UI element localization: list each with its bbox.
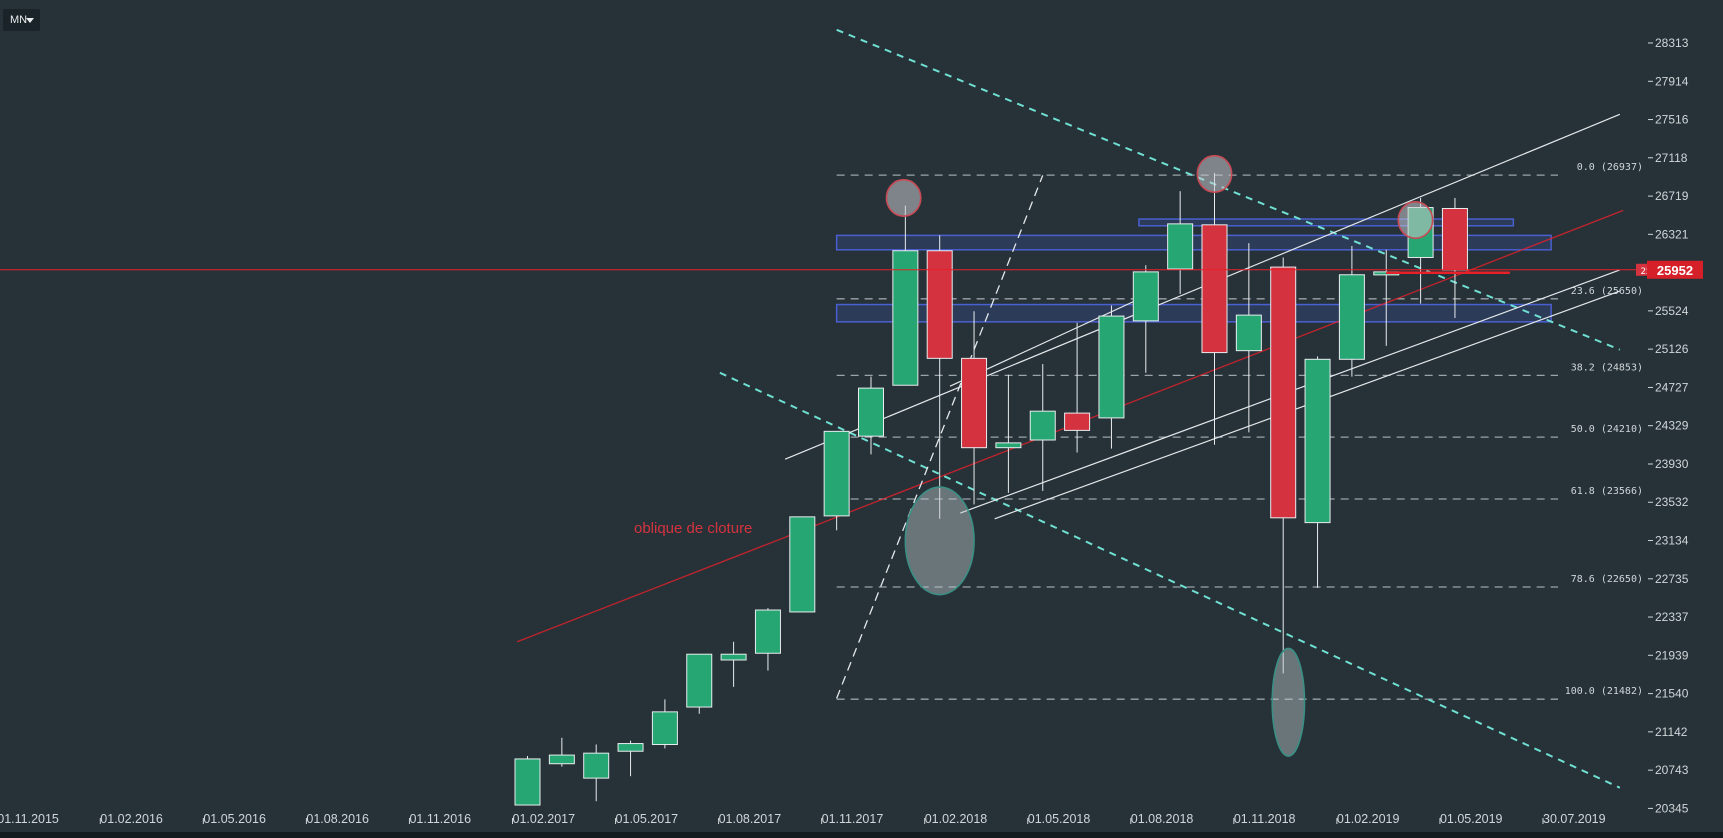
marker-circle: [1397, 200, 1434, 240]
candle-bear: [961, 357, 988, 449]
y-tick-label: 27516: [1655, 113, 1689, 127]
timeframe-dropdown[interactable]: MN: [3, 9, 40, 31]
candle-bear: [926, 250, 953, 359]
candle-bull: [1029, 410, 1056, 441]
candle-bull: [617, 743, 644, 752]
candle-bear: [1201, 224, 1228, 354]
candle-bull: [1338, 274, 1365, 360]
x-tick-label: 01.05.2018: [1028, 812, 1091, 826]
x-tick-label: 01.02.2017: [513, 812, 576, 826]
current-price-label: 25952: [1657, 263, 1693, 278]
y-tick-label: 24329: [1655, 419, 1689, 433]
candle-bull: [651, 711, 678, 746]
candle-bear: [1064, 412, 1091, 431]
trendline-dashed-white: [836, 175, 1044, 699]
candle-bear: [1270, 266, 1297, 519]
chevron-down-icon: [26, 18, 34, 23]
fib-level-label: 38.2 (24853): [1571, 362, 1643, 373]
candle-bull: [892, 250, 919, 386]
x-tick-label: 01.11.2018: [1234, 812, 1296, 826]
candle-bull: [720, 653, 747, 661]
candle-bull: [686, 653, 713, 708]
fib-level-label: 61.8 (23566): [1571, 486, 1643, 497]
y-tick-label: 22735: [1655, 572, 1689, 586]
y-tick-label: 25126: [1655, 342, 1689, 356]
candle-bull: [1304, 358, 1331, 524]
y-tick-label: 23532: [1655, 495, 1689, 509]
candle-layer: [514, 207, 1468, 806]
x-tick-label: 01.02.2019: [1337, 812, 1400, 826]
y-tick-label: 24727: [1655, 380, 1689, 394]
candle-bull: [1167, 223, 1194, 270]
x-tick-label: 01.02.2018: [925, 812, 988, 826]
y-tick-label: 25524: [1655, 304, 1689, 318]
timeframe-label: MN: [10, 14, 28, 26]
x-tick-label: 01.08.2017: [719, 812, 782, 826]
x-tick-label: 01.11.2016: [409, 812, 471, 826]
y-tick-label: 21540: [1655, 687, 1689, 701]
x-tick-label: 01.05.2019: [1440, 812, 1503, 826]
marker-circle: [885, 178, 922, 217]
y-tick-label: 23930: [1655, 457, 1689, 471]
candle-bull: [823, 430, 850, 517]
marker-ellipse: [1271, 647, 1306, 757]
x-tick-label: 01.08.2018: [1131, 812, 1194, 826]
x-tick-label: 01.11.2017: [822, 812, 884, 826]
y-tick-label: 27914: [1655, 74, 1689, 88]
x-tick-label: 01.08.2016: [306, 812, 369, 826]
trendline-dashed-cyan: [836, 28, 1621, 351]
candle-bear: [1441, 207, 1468, 271]
annotation-label: oblique de cloture: [634, 520, 752, 537]
candle-bull: [858, 387, 884, 437]
fib-level-label: 0.0 (26937): [1577, 162, 1643, 173]
fib-level-label: 23.6 (25650): [1571, 286, 1643, 297]
candle-bull: [548, 754, 575, 765]
y-tick-label: 26321: [1655, 227, 1689, 241]
candle-bull: [1098, 315, 1125, 419]
x-tick-label: 30.07.2019: [1543, 812, 1606, 826]
price-zone: [1138, 218, 1515, 227]
candle-bull: [789, 516, 816, 613]
bottom-strip: [0, 832, 1723, 838]
fib-level-label: 50.0 (24210): [1571, 424, 1643, 435]
y-tick-label: 23134: [1655, 533, 1689, 547]
candle-bull: [1235, 314, 1262, 352]
y-tick-label: 22337: [1655, 610, 1689, 624]
current-price-tag: [1647, 260, 1703, 279]
y-tick-label: 26719: [1655, 189, 1689, 203]
price-layer: 2593425952: [0, 260, 1703, 279]
candle-bull: [754, 609, 781, 654]
y-tick-label: 21939: [1655, 648, 1689, 662]
x-tick-label: 01.05.2016: [203, 812, 266, 826]
candle-bull: [583, 752, 610, 779]
y-tick-label: 28313: [1655, 36, 1689, 50]
marker-layer: [885, 154, 1434, 757]
y-tick-label: 21142: [1655, 725, 1688, 739]
trendline-dashed-cyan: [719, 371, 1621, 789]
trendline-layer: [516, 28, 1624, 789]
annotation-layer: oblique de cloture: [634, 520, 752, 537]
x-tick-label: 01.11.2015: [0, 812, 59, 826]
marker-ellipse: [904, 486, 975, 596]
y-tick-label: 20345: [1655, 801, 1689, 815]
fibonacci-layer: 0.0 (26937) 23.6 (25650) 38.2 (24853) 50.0 …: [836, 162, 1643, 700]
marker-circle: [1196, 154, 1233, 193]
candle-bull: [995, 442, 1022, 449]
x-tick-label: 01.02.2016: [100, 812, 163, 826]
y-tick-label: 20743: [1655, 763, 1689, 777]
y-tick-label: 27118: [1655, 151, 1688, 165]
x-tick-label: 01.05.2017: [616, 812, 679, 826]
candle-bull: [514, 758, 541, 806]
fib-level-label: 100.0 (21482): [1565, 686, 1643, 697]
axis-layer: 28313 27914 27516 27118 26719 26321 25524 25126…: [0, 36, 1689, 826]
candle-bull: [1132, 271, 1159, 322]
fib-level-label: 78.6 (22650): [1571, 574, 1643, 585]
